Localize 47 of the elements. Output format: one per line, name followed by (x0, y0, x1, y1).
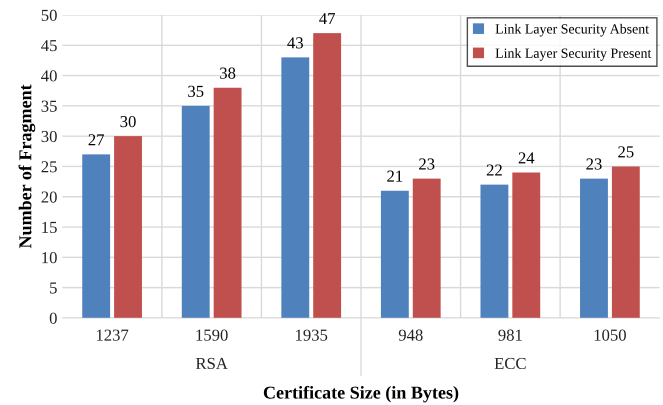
data-label: 25 (618, 146, 634, 158)
y-tick-label: 0 (50, 312, 57, 324)
data-label: 27 (88, 134, 104, 146)
y-tick-label: 5 (50, 282, 57, 294)
bar (412, 178, 441, 318)
bar (380, 190, 409, 318)
y-tick-label: 15 (42, 222, 57, 233)
bar (114, 136, 142, 318)
bar (82, 154, 110, 318)
x-tick-label: 1935 (296, 330, 328, 341)
text: RSA (196, 358, 228, 370)
y-tick-label: 20 (42, 191, 57, 203)
data-label: 21 (387, 170, 402, 182)
bar (214, 88, 242, 318)
x-tick-label: 981 (498, 330, 522, 341)
bar (182, 106, 210, 318)
y-tick-label: 40 (41, 70, 57, 82)
bar (281, 57, 310, 318)
data-label: 22 (486, 164, 502, 176)
bar (313, 33, 342, 318)
data-label: 35 (188, 86, 204, 97)
bar (480, 184, 508, 318)
text: ECC (494, 358, 526, 370)
y-tick-label: 30 (42, 130, 57, 142)
legend-label: Link Layer Security Absent (496, 24, 649, 36)
bar (512, 172, 540, 318)
y-tick-label: 45 (41, 40, 57, 52)
data-label: 30 (120, 116, 136, 128)
y-tick-label: 25 (42, 161, 57, 172)
data-label: 23 (419, 158, 434, 170)
bar (580, 178, 608, 318)
data-label: 43 (287, 37, 303, 48)
x-axis-title: Certificate Size (in Bytes) (264, 386, 458, 402)
x-tick-label: 1590 (196, 330, 228, 341)
data-label: 23 (586, 158, 602, 170)
data-label: 38 (220, 68, 236, 79)
legend-label: Link Layer Security Present (496, 48, 652, 61)
x-tick-label: 1050 (594, 330, 626, 341)
y-tick-label: 10 (42, 252, 57, 264)
y-tick-label: 50 (42, 10, 57, 21)
y-tick-label: 35 (42, 100, 57, 112)
bar (612, 166, 640, 318)
x-tick-label: 1237 (96, 330, 128, 341)
data-label: 47 (319, 13, 336, 24)
y-axis-title: Number of Fragment (18, 84, 36, 248)
data-label: 24 (518, 152, 534, 164)
x-tick-label: 948 (398, 330, 423, 341)
